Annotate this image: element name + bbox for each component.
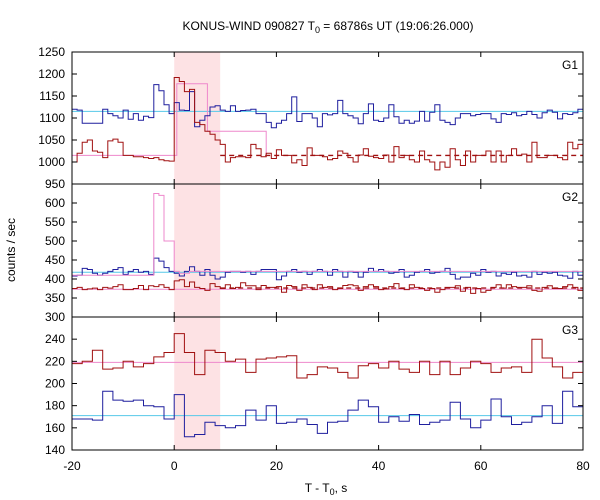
- y-tick-label: 350: [45, 291, 65, 305]
- y-tick-label: 200: [45, 377, 65, 391]
- y-tick-label: 1000: [38, 155, 65, 169]
- x-tick-label: 0: [171, 459, 178, 473]
- x-axis-label: T - T0, s: [305, 481, 348, 497]
- chart-title-rest: = 68786s UT (19:06:26.000): [320, 19, 474, 33]
- chart-title: KONUS-WIND 090827 T0 = 68786s UT (19:06:…: [182, 19, 473, 35]
- x-tick-label: 20: [270, 459, 284, 473]
- y-tick-label: 450: [45, 253, 65, 267]
- highlight-interval: [174, 52, 221, 450]
- y-tick-label: 240: [45, 332, 65, 346]
- fit-line-g1-3: [72, 83, 267, 156]
- x-tick-label: 80: [576, 459, 590, 473]
- y-tick-label: 1100: [39, 111, 65, 125]
- panel-g3: 140 160 180 200 220 240 G3: [45, 316, 584, 457]
- series-line-g2-blue: [72, 257, 583, 281]
- y-tick-label: 1150: [39, 89, 65, 103]
- panel-g1: 950 1000 1050 1100 1150 1200 1250 G1: [38, 45, 584, 191]
- series-line-g2-pink: [72, 193, 583, 276]
- plot-area: 950100010501100115012001250G130035040045…: [38, 45, 590, 473]
- y-tick-label: 400: [45, 272, 65, 286]
- series-line-g2-red: [72, 279, 583, 294]
- y-tick-label: 140: [45, 443, 65, 457]
- y-tick-label: 950: [45, 177, 65, 191]
- y-axis-label: counts / sec: [4, 218, 18, 282]
- panel-label: G2: [562, 190, 578, 204]
- chart-title-subscript: 0: [315, 25, 320, 35]
- y-tick-label: 1250: [38, 45, 65, 59]
- x-axis-label-rest: , s: [335, 481, 348, 495]
- y-tick-label: 1200: [38, 67, 65, 81]
- panel-g2: 300 350 400 450 500 550 600 G2: [45, 183, 584, 324]
- y-tick-label: 500: [45, 234, 65, 248]
- panel-frame-g2: [71, 183, 584, 318]
- y-tick-label: 160: [45, 421, 65, 435]
- series-line-g3-red: [72, 333, 583, 379]
- series-line-g1-red: [72, 77, 583, 171]
- x-tick-label: 60: [474, 459, 488, 473]
- y-tick-label: 550: [45, 215, 65, 229]
- x-axis-label-main: T - T: [305, 481, 331, 495]
- y-tick-label: 180: [45, 399, 65, 413]
- series-line-g3-blue: [72, 390, 583, 438]
- series-line-g1-blue: [72, 84, 583, 129]
- x-tick-label: -20: [63, 459, 81, 473]
- y-tick-label: 220: [45, 354, 65, 368]
- y-tick-label: 600: [45, 196, 65, 210]
- y-tick-label: 1050: [38, 133, 65, 147]
- x-axis-label-subscript: 0: [330, 487, 335, 497]
- chart-title-main: KONUS-WIND 090827 T: [182, 19, 315, 33]
- panel-label: G1: [562, 58, 578, 72]
- x-tick-label: 40: [372, 459, 386, 473]
- y-tick-label: 300: [45, 310, 65, 324]
- panel-label: G3: [562, 323, 578, 337]
